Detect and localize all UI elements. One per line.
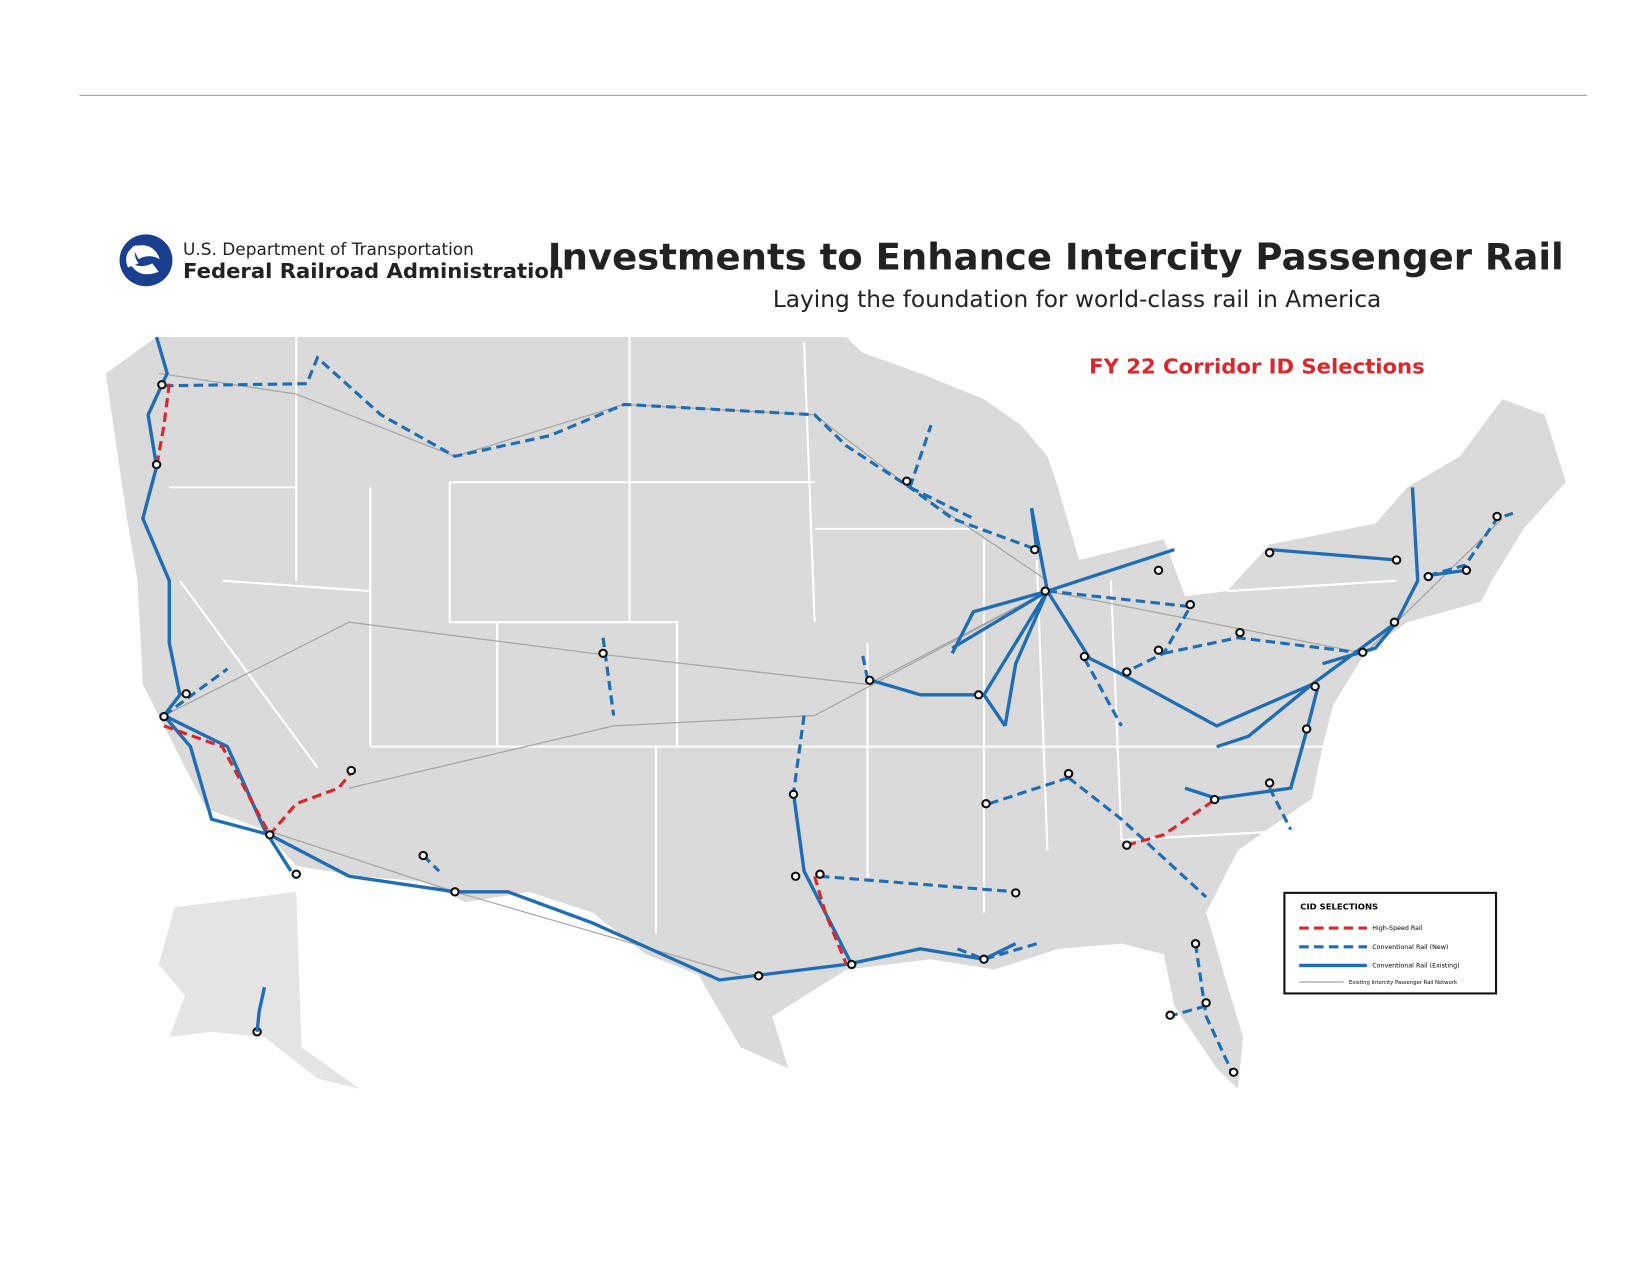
administration: Federal Railroad Administration xyxy=(183,259,564,283)
cities xyxy=(151,380,1502,1077)
title: Investments to Enhance Intercity Passeng… xyxy=(548,236,1564,279)
selection-label: FY 22 Corridor ID Selections xyxy=(1089,355,1425,379)
subtitle: Laying the foundation for world-class ra… xyxy=(773,287,1381,313)
legend-item: High-Speed Rail xyxy=(1372,925,1423,932)
routes xyxy=(141,336,1514,1077)
legend: CID SELECTIONS High-Speed Rail Conventio… xyxy=(1283,891,1498,995)
land xyxy=(105,337,1566,1089)
agency: U.S. Department of Transportation xyxy=(183,239,474,259)
content: U.S. Department of Transportation Federa… xyxy=(79,94,1587,1089)
logo xyxy=(119,234,173,287)
legend-title: CID SELECTIONS xyxy=(1300,902,1378,912)
legend-item: Existing Intercity Passenger Rail Networ… xyxy=(1349,980,1457,986)
legend-item: Conventional Rail (New) xyxy=(1372,944,1448,951)
legend-item: Conventional Rail (Existing) xyxy=(1372,963,1459,970)
alaska-route xyxy=(255,986,267,1032)
